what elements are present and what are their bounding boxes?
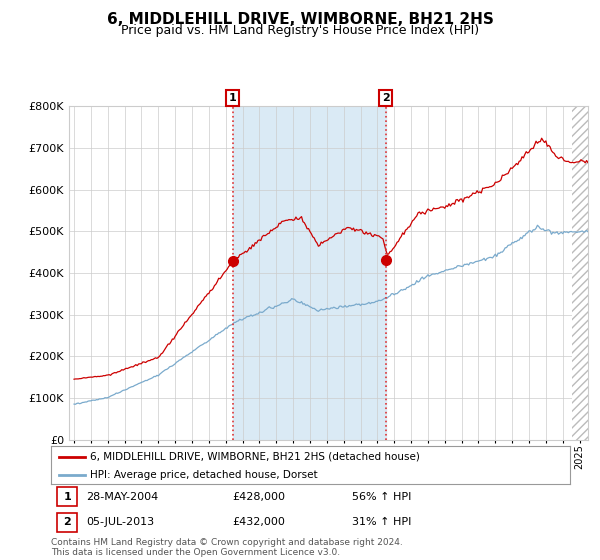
Text: 6, MIDDLEHILL DRIVE, WIMBORNE, BH21 2HS: 6, MIDDLEHILL DRIVE, WIMBORNE, BH21 2HS (107, 12, 493, 27)
Text: 1: 1 (229, 93, 236, 103)
Bar (233, 106, 386, 440)
Text: 2: 2 (382, 93, 389, 103)
Text: £432,000: £432,000 (233, 517, 286, 528)
FancyBboxPatch shape (57, 513, 77, 532)
Bar (573, 106, 588, 440)
Text: 05-JUL-2013: 05-JUL-2013 (86, 517, 154, 528)
Text: 1: 1 (63, 492, 71, 502)
Text: 6, MIDDLEHILL DRIVE, WIMBORNE, BH21 2HS (detached house): 6, MIDDLEHILL DRIVE, WIMBORNE, BH21 2HS … (90, 451, 420, 461)
Text: HPI: Average price, detached house, Dorset: HPI: Average price, detached house, Dors… (90, 470, 317, 480)
Text: 31% ↑ HPI: 31% ↑ HPI (352, 517, 412, 528)
Text: 56% ↑ HPI: 56% ↑ HPI (352, 492, 412, 502)
Text: £428,000: £428,000 (233, 492, 286, 502)
FancyBboxPatch shape (57, 488, 77, 506)
Text: 28-MAY-2004: 28-MAY-2004 (86, 492, 158, 502)
Bar (572, 106, 588, 440)
Text: 2: 2 (63, 517, 71, 528)
Text: Price paid vs. HM Land Registry's House Price Index (HPI): Price paid vs. HM Land Registry's House … (121, 24, 479, 38)
Text: Contains HM Land Registry data © Crown copyright and database right 2024.
This d: Contains HM Land Registry data © Crown c… (51, 538, 403, 557)
